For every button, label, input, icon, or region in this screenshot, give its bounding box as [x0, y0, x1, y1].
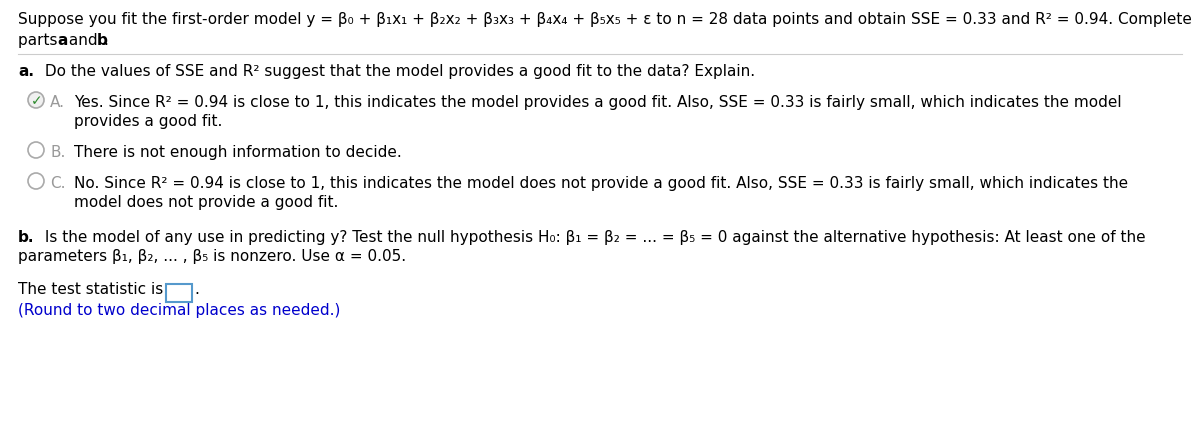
- Ellipse shape: [28, 92, 44, 108]
- Text: .: .: [104, 33, 109, 48]
- Text: C.: C.: [50, 176, 66, 191]
- Text: ✓: ✓: [31, 94, 43, 108]
- Text: Yes. Since R² = 0.94 is close to 1, this indicates the model provides a good fit: Yes. Since R² = 0.94 is close to 1, this…: [74, 95, 1122, 110]
- Text: There is not enough information to decide.: There is not enough information to decid…: [74, 145, 402, 160]
- Text: and: and: [65, 33, 103, 48]
- Text: .: .: [194, 282, 199, 297]
- FancyBboxPatch shape: [166, 284, 192, 302]
- Text: The test statistic is: The test statistic is: [18, 282, 163, 297]
- Ellipse shape: [28, 173, 44, 189]
- Text: parameters β₁, β₂, ... , β₅ is nonzero. Use α = 0.05.: parameters β₁, β₂, ... , β₅ is nonzero. …: [18, 249, 406, 264]
- Text: provides a good fit.: provides a good fit.: [74, 114, 222, 129]
- Text: B.: B.: [50, 145, 65, 160]
- Text: A.: A.: [50, 95, 65, 110]
- Text: b.: b.: [18, 230, 35, 245]
- Text: No. Since R² = 0.94 is close to 1, this indicates the model does not provide a g: No. Since R² = 0.94 is close to 1, this …: [74, 176, 1128, 191]
- Text: model does not provide a good fit.: model does not provide a good fit.: [74, 195, 338, 210]
- Text: a.: a.: [18, 64, 34, 79]
- Text: a: a: [58, 33, 68, 48]
- Text: b: b: [97, 33, 108, 48]
- Text: Suppose you fit the first-order model y = β₀ + β₁x₁ + β₂x₂ + β₃x₃ + β₄x₄ + β₅x₅ : Suppose you fit the first-order model y …: [18, 12, 1192, 27]
- Text: (Round to two decimal places as needed.): (Round to two decimal places as needed.): [18, 303, 341, 318]
- Text: parts: parts: [18, 33, 62, 48]
- Ellipse shape: [28, 142, 44, 158]
- Text: Is the model of any use in predicting y? Test the null hypothesis H₀: β₁ = β₂ = : Is the model of any use in predicting y?…: [40, 230, 1146, 245]
- Text: Do the values of SSE and R² suggest that the model provides a good fit to the da: Do the values of SSE and R² suggest that…: [40, 64, 755, 79]
